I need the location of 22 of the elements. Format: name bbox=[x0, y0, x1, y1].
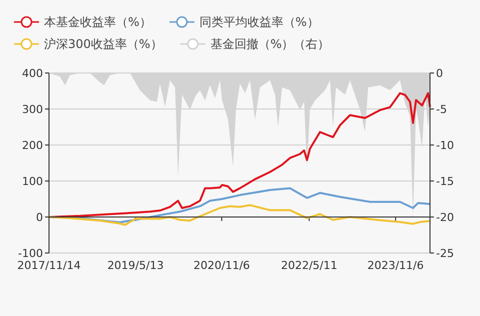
y2-tick-label: -15 bbox=[436, 175, 454, 188]
line-series bbox=[48, 204, 431, 226]
x-tick-label: 2017/11/14 bbox=[17, 259, 81, 272]
legend-label: 同类平均收益率（%） bbox=[199, 15, 319, 29]
legend-label: 沪深300收益率（%） bbox=[44, 37, 162, 51]
y-tick-label: 0 bbox=[36, 211, 43, 224]
y-tick-label: -100 bbox=[18, 247, 43, 260]
y2-tick-label: -5 bbox=[436, 103, 447, 116]
y-tick-label: 100 bbox=[22, 175, 43, 188]
x-tick-label: 2022/5/11 bbox=[280, 259, 338, 272]
x-tick-label: 2023/11/6 bbox=[367, 259, 424, 272]
y2-tick-label: -25 bbox=[436, 247, 454, 260]
x-tick-label: 2019/5/13 bbox=[107, 259, 164, 272]
y2-tick-label: -10 bbox=[436, 139, 454, 152]
y-tick-label: 300 bbox=[22, 103, 43, 116]
x-tick-label: 2020/11/6 bbox=[194, 259, 250, 272]
y2-tick-label: -20 bbox=[436, 211, 454, 224]
legend-label: 基金回撤（%）（右） bbox=[210, 37, 330, 51]
y2-tick-label: 0 bbox=[436, 67, 443, 80]
y-tick-label: 200 bbox=[22, 139, 43, 152]
legend-label: 本基金收益率（%） bbox=[44, 15, 152, 29]
y-tick-label: 400 bbox=[22, 67, 43, 80]
